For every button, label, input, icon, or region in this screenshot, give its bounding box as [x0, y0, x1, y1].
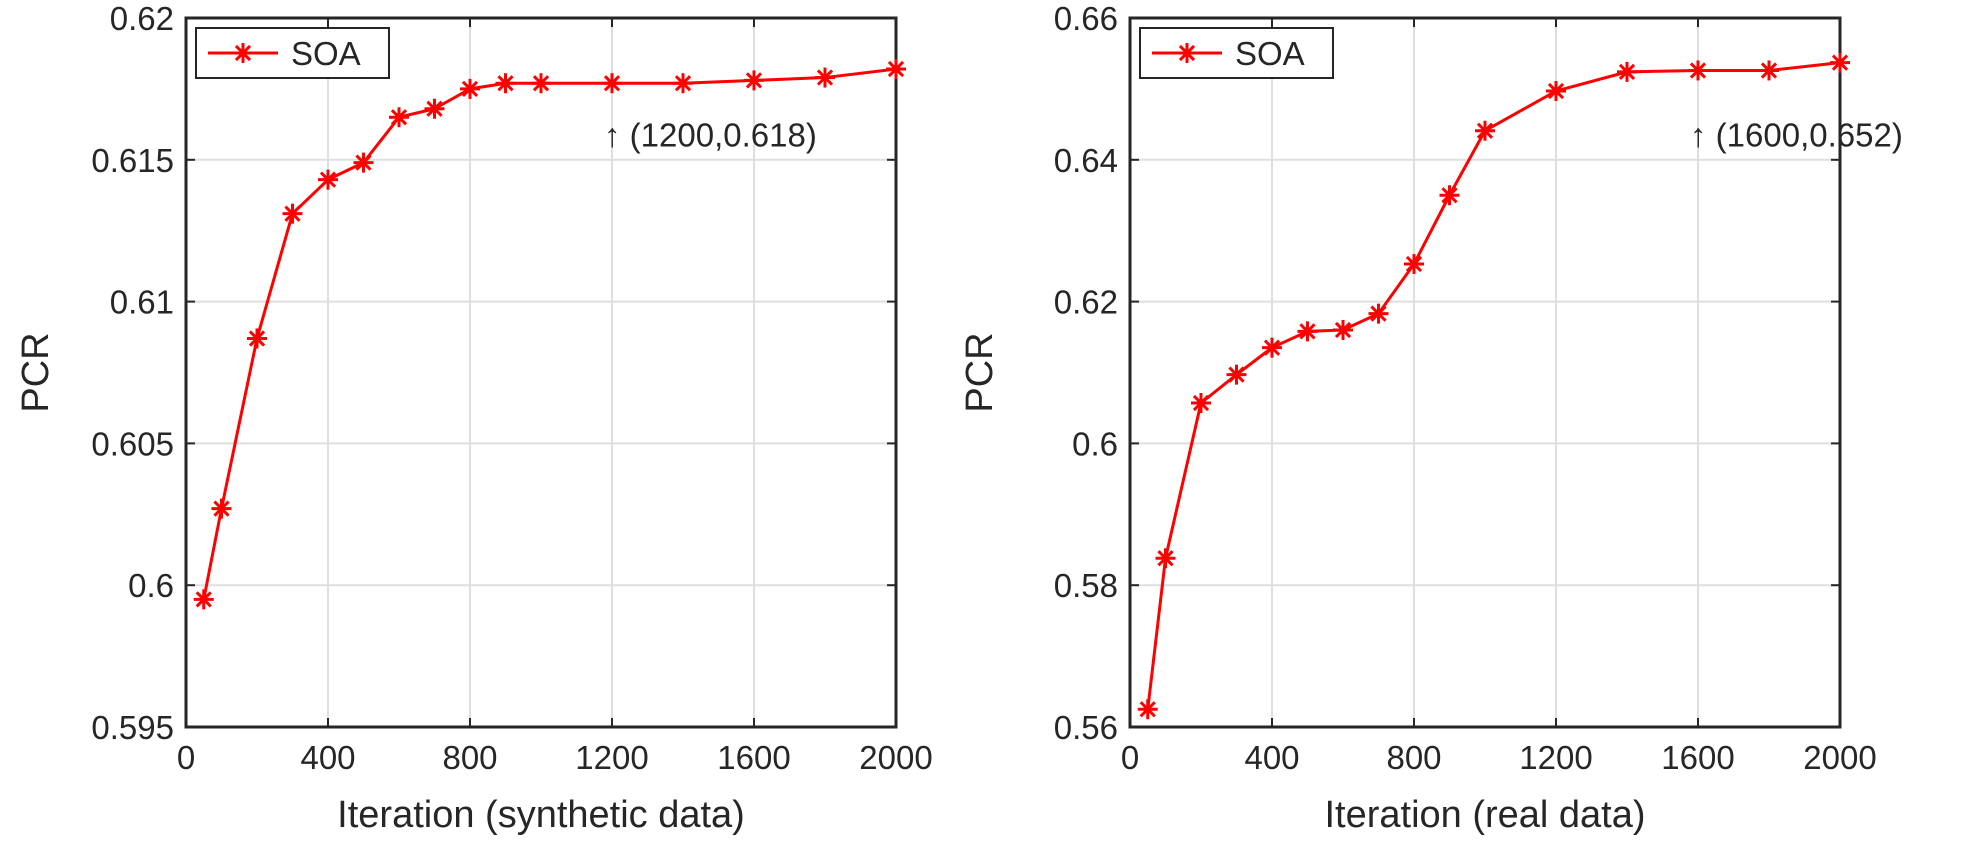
y-tick-label: 0.64 — [1054, 142, 1118, 179]
x-tick-label: 1200 — [575, 739, 648, 776]
data-point-marker — [1404, 254, 1424, 275]
y-tick-label: 0.6 — [1072, 425, 1118, 462]
y-tick-label: 0.6 — [128, 567, 174, 604]
legend-box — [1139, 27, 1334, 79]
data-point-marker — [886, 59, 906, 80]
data-point-marker — [1759, 60, 1779, 81]
y-tick-label: 0.66 — [1054, 0, 1118, 37]
data-point-marker — [193, 589, 214, 610]
y-tick-label: 0.615 — [91, 142, 174, 179]
y-tick-label: 0.62 — [110, 0, 174, 37]
data-point-marker — [211, 498, 232, 519]
x-tick-label: 2000 — [1803, 739, 1876, 776]
legend-marker — [1177, 43, 1197, 63]
chart-right-real: 0 400 800 1200 1600 2000 0.56 0.58 0.6 0.62 0.64 0.… — [959, 0, 1903, 836]
legend-label: SOA — [1235, 35, 1305, 72]
y-tick-label: 0.595 — [91, 709, 174, 746]
data-point-marker — [1617, 61, 1637, 82]
legend-label: SOA — [291, 35, 361, 72]
annotation-label: ↑ (1600,0.652) — [1690, 117, 1903, 154]
data-point-marker — [1439, 185, 1460, 206]
data-point-marker — [1546, 81, 1566, 102]
data-point-marker — [1137, 699, 1158, 720]
data-point-marker — [460, 78, 480, 99]
y-axis-label: PCR — [959, 332, 1001, 412]
series-line-soa — [202, 67, 897, 600]
y-tick-label: 0.56 — [1054, 709, 1118, 746]
x-tick-label: 1200 — [1519, 739, 1592, 776]
data-point-marker — [744, 70, 764, 91]
chart-left-synthetic: 0 400 800 1200 1600 2000 0.595 0.6 0.605 0.61 0.61… — [15, 0, 933, 836]
data-point-marker — [1155, 548, 1176, 569]
series-line-soa — [1146, 61, 1841, 710]
data-point-marker — [353, 152, 374, 173]
data-point-marker — [1191, 392, 1211, 413]
axes-box — [184, 16, 898, 729]
y-tick-label: 0.62 — [1054, 284, 1118, 321]
data-point-marker — [673, 73, 693, 94]
x-tick-label: 0 — [1121, 739, 1139, 776]
x-axis-label: Iteration (real data) — [1324, 794, 1645, 836]
y-tick-label: 0.61 — [110, 284, 174, 321]
y-tick-label: 0.605 — [91, 425, 174, 462]
data-point-marker — [1262, 337, 1282, 358]
data-point-marker — [389, 107, 409, 128]
data-point-marker — [1333, 319, 1353, 340]
data-point-marker — [531, 73, 551, 94]
x-axis-label: Iteration (synthetic data) — [337, 794, 745, 836]
x-tick-label: 400 — [300, 739, 355, 776]
data-point-marker — [602, 73, 622, 94]
data-point-marker — [1688, 60, 1708, 81]
annotation-label: ↑ (1200,0.618) — [604, 117, 817, 154]
data-point-marker — [1830, 52, 1850, 73]
data-point-marker — [1226, 364, 1247, 385]
data-point-marker — [1297, 321, 1318, 342]
x-tick-label: 800 — [1386, 739, 1441, 776]
x-tick-label: 1600 — [717, 739, 790, 776]
data-point-marker — [1475, 120, 1495, 141]
data-point-marker — [424, 98, 445, 119]
x-tick-label: 1600 — [1661, 739, 1734, 776]
y-axis-label: PCR — [15, 332, 57, 412]
x-tick-label: 2000 — [859, 739, 932, 776]
x-tick-label: 400 — [1244, 739, 1299, 776]
x-tick-label: 0 — [177, 739, 195, 776]
axes-box — [1128, 16, 1842, 729]
data-point-marker — [282, 203, 303, 224]
data-point-marker — [815, 67, 835, 88]
x-tick-label: 800 — [442, 739, 497, 776]
data-point-marker — [1368, 303, 1389, 324]
plot-area — [186, 18, 896, 727]
y-tick-label: 0.58 — [1054, 567, 1118, 604]
data-point-marker — [495, 73, 516, 94]
data-point-marker — [318, 169, 338, 190]
data-point-marker — [247, 328, 267, 349]
legend-marker — [233, 43, 253, 63]
